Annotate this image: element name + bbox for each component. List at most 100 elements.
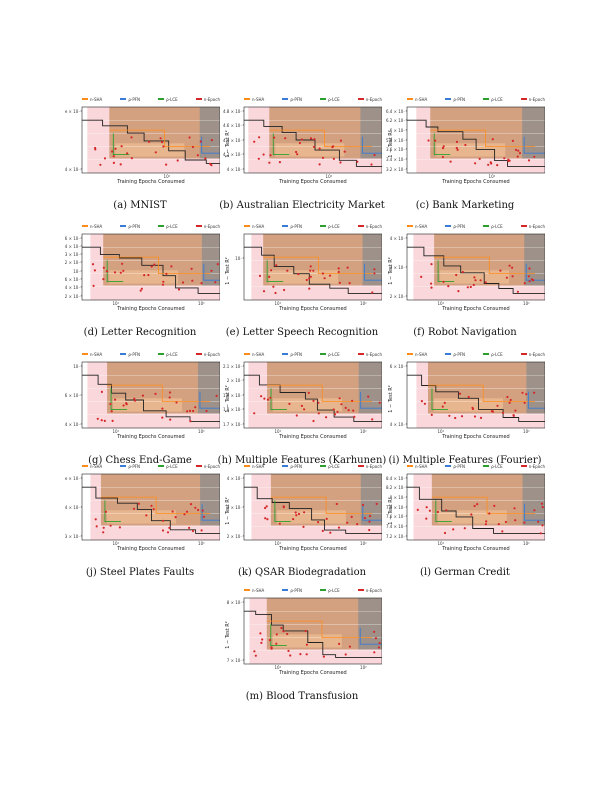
epoch-point [120,145,123,148]
gray-band [526,362,545,414]
epoch-point [527,159,531,162]
legend-label: n-SHA [252,463,265,469]
epoch-point [297,512,301,516]
epoch-point [262,153,265,156]
pfn-trace [203,263,220,281]
epoch-point [133,397,136,400]
legend-swatch [82,353,88,355]
epoch-point [496,404,499,407]
epoch-point [523,521,526,524]
y-tick-label: e × 10⁻¹ [64,475,82,481]
epoch-point [282,630,285,633]
epoch-point [528,280,531,283]
y-tick-label: 3 × 10⁻¹ [226,504,244,510]
epoch-point [332,408,335,411]
epoch-point [423,402,426,405]
y-tick-label: 6 × 10⁻¹ [389,127,407,133]
legend-item: n-SHA [82,464,102,469]
lce-trace [266,260,284,282]
epoch-point [278,161,281,164]
epoch-point [190,267,193,270]
legend-label: ρ-PFN [453,463,466,469]
epoch-point [467,395,470,399]
epoch-point [283,288,286,292]
epoch-point [266,518,269,521]
epoch-point [346,266,349,269]
pfn-trace [527,391,545,409]
epoch-point [113,271,117,274]
epoch-point [303,511,306,514]
epoch-point [337,270,340,274]
legend-swatch [483,353,490,355]
y-tick-label: 4 × 10⁻¹ [389,421,407,427]
legend-label: n-Epoch [365,96,382,102]
epoch-point [181,281,185,284]
epoch-point [309,275,312,278]
epoch-point [416,508,419,511]
epoch-point [133,399,137,402]
legend-item: ρ-LCE [483,97,503,102]
epoch-point [329,531,332,534]
legend: n-SHA ρ-PFN ρ-LCE n-Epoch [244,586,382,594]
axes-frame [243,361,382,429]
gray-band [201,234,220,286]
epoch-point [161,529,165,532]
pfn-trace [361,136,382,154]
legend-label: ρ-LCE [166,223,178,229]
epoch-point [305,643,308,646]
pfn-trace [524,503,545,521]
epoch-point [523,401,526,404]
legend-item: n-Epoch [195,464,220,469]
epoch-point [275,642,278,645]
legend: n-SHA ρ-PFN ρ-LCE n-Epoch [407,222,545,230]
epoch-point [525,393,528,396]
epoch-point [540,502,543,505]
legend-item: ρ-LCE [320,588,340,593]
epoch-point [473,415,477,418]
legend-item: n-SHA [82,97,102,102]
legend-swatch [244,353,250,355]
sha-trace [107,384,210,402]
epoch-point [96,417,99,420]
legend-item: n-SHA [244,224,264,229]
legend-swatch [244,465,250,467]
epoch-point [512,414,515,417]
epoch-point [312,399,315,402]
pfn-trace [359,627,382,645]
lce-trace [104,500,121,522]
y-tick-label: 4 × 10⁻² [64,166,82,172]
epoch-point [452,528,455,531]
legend-item: n-Epoch [195,224,220,229]
y-tick-label: 2 × 10⁻¹ [389,293,407,299]
sha-trace [430,129,535,147]
epoch-point [111,419,114,422]
epoch-point [121,262,124,265]
legend-item: ρ-PFN [282,588,302,593]
pfn-trace [201,503,220,521]
sha-trace [431,496,535,514]
x-axis-label: Training Epochs Consumed [442,179,510,185]
legend-label: ρ-PFN [128,96,141,102]
epoch-point [174,516,177,519]
epoch-point [266,398,270,401]
epoch-point [511,139,514,142]
legend-label: ρ-PFN [290,463,303,469]
x-axis-label: Training Epochs Consumed [442,546,510,552]
y-tick-label: 1.7 × 10⁻¹ [222,421,244,427]
epoch-point [140,287,143,290]
legend-label: ρ-LCE [491,351,503,357]
legend-item: ρ-PFN [445,464,465,469]
legend-item: n-Epoch [357,588,382,593]
epoch-point [188,136,191,139]
legend-item: n-SHA [244,352,264,357]
epoch-point [298,141,301,145]
legend: n-SHA ρ-PFN ρ-LCE n-Epoch [407,95,545,103]
y-axis-label: 1 − Test R² [225,621,231,649]
y-tick-label: 3 × 10⁻² [64,252,82,258]
legend: n-SHA ρ-PFN ρ-LCE n-Epoch [407,350,545,358]
epoch-point [199,140,202,143]
y-tick-label: 4.8 × 10⁻¹ [222,108,244,114]
sha-trace [269,129,372,147]
plot-area [81,361,220,429]
incumbent-line [407,374,545,422]
